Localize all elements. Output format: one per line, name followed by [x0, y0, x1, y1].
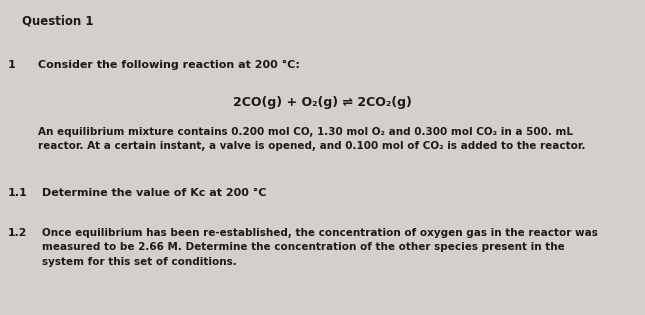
Text: 1.1: 1.1	[8, 188, 28, 198]
Text: 1: 1	[8, 60, 15, 70]
Text: Consider the following reaction at 200 °C:: Consider the following reaction at 200 °…	[38, 60, 300, 70]
Text: An equilibrium mixture contains 0.200 mol CO, 1.30 mol O₂ and 0.300 mol CO₂ in a: An equilibrium mixture contains 0.200 mo…	[38, 127, 586, 152]
Text: 2CO(g) + O₂(g) ⇌ 2CO₂(g): 2CO(g) + O₂(g) ⇌ 2CO₂(g)	[233, 96, 412, 109]
Text: Question 1: Question 1	[22, 14, 94, 27]
Text: Once equilibrium has been re-established, the concentration of oxygen gas in the: Once equilibrium has been re-established…	[42, 228, 598, 267]
Text: 1.2: 1.2	[8, 228, 27, 238]
Text: Determine the value of Kᴄ at 200 °C: Determine the value of Kᴄ at 200 °C	[42, 188, 266, 198]
